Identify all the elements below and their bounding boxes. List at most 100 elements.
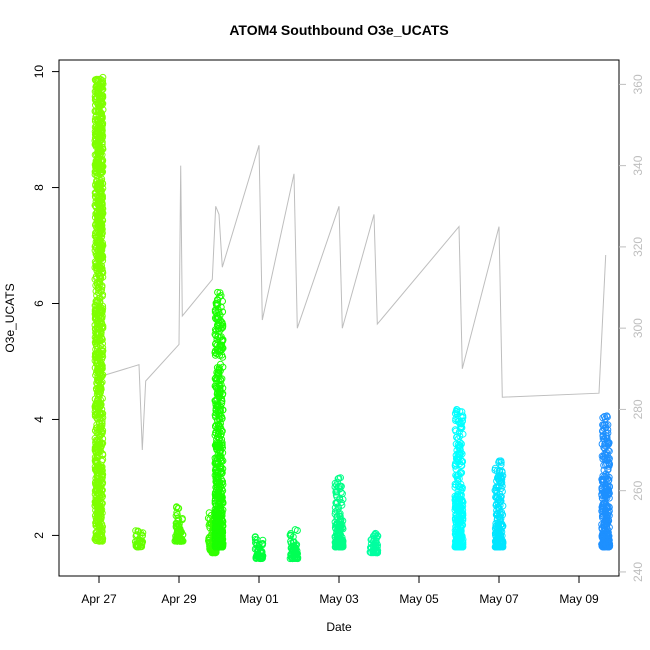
x-tick-label: May 03 — [319, 592, 359, 606]
data-point — [494, 524, 501, 532]
data-point — [92, 400, 100, 408]
data-point — [217, 424, 225, 432]
x-tick-label: May 07 — [479, 592, 519, 606]
data-point — [91, 193, 99, 201]
data-point — [98, 131, 106, 139]
data-point — [336, 482, 344, 490]
data-point — [211, 397, 219, 405]
data-point — [217, 463, 225, 471]
y-left-tick-label: 4 — [32, 416, 46, 423]
data-point — [219, 518, 227, 526]
data-point — [492, 528, 500, 536]
scatter-cluster — [491, 457, 507, 551]
data-point — [212, 340, 219, 348]
data-point — [96, 176, 104, 184]
data-point — [93, 319, 101, 327]
data-point — [294, 554, 301, 562]
data-point — [602, 470, 610, 478]
data-point — [604, 446, 612, 454]
data-point — [212, 383, 220, 391]
data-point — [331, 508, 339, 516]
data-point — [92, 297, 100, 305]
data-point — [98, 209, 106, 217]
data-point — [92, 522, 100, 530]
scatter-cluster — [286, 526, 302, 563]
data-point — [598, 475, 606, 483]
data-point — [338, 536, 345, 544]
data-point — [212, 502, 220, 510]
y-right-tick-label: 340 — [631, 155, 645, 175]
data-point — [211, 382, 219, 390]
data-point — [452, 427, 460, 435]
data-point — [290, 538, 298, 546]
data-point — [98, 372, 106, 380]
scatter-cluster — [331, 474, 347, 551]
data-point — [99, 353, 107, 361]
data-point — [96, 528, 104, 536]
data-point — [217, 457, 225, 464]
data-point — [456, 442, 464, 450]
data-point — [215, 392, 223, 400]
data-point — [605, 459, 612, 467]
data-point — [98, 101, 106, 109]
data-point — [211, 499, 219, 507]
data-point — [137, 542, 145, 550]
data-point — [212, 536, 219, 544]
y-right-tick-label: 320 — [631, 237, 645, 257]
y-right-tick-label: 240 — [631, 562, 645, 582]
data-point — [216, 289, 224, 297]
data-point — [605, 494, 613, 502]
data-point — [212, 299, 220, 307]
scatter-cluster — [598, 412, 614, 551]
data-point — [98, 440, 106, 448]
data-point — [491, 486, 499, 494]
data-point — [219, 481, 227, 488]
data-point — [92, 182, 100, 190]
data-point — [218, 415, 226, 423]
x-tick-label: May 05 — [399, 592, 439, 606]
data-point — [454, 415, 462, 423]
data-point — [457, 420, 465, 428]
data-point — [604, 531, 612, 539]
data-point — [219, 297, 226, 305]
scatter-cluster — [366, 529, 382, 557]
data-point — [94, 223, 102, 231]
data-point — [213, 507, 221, 515]
data-point — [211, 306, 219, 314]
data-point — [605, 543, 613, 551]
data-point — [605, 482, 613, 490]
data-point — [337, 516, 345, 524]
data-point — [605, 462, 613, 470]
data-point — [213, 312, 221, 320]
data-point — [603, 413, 611, 421]
x-axis-label: Date — [326, 620, 352, 634]
data-point — [455, 475, 463, 483]
data-point — [374, 532, 381, 540]
y-left-tick-label: 2 — [32, 532, 46, 539]
data-point — [97, 129, 105, 136]
data-point — [92, 325, 100, 333]
data-point — [458, 508, 466, 516]
data-point — [134, 527, 142, 535]
data-point — [493, 541, 501, 549]
data-point — [97, 208, 105, 216]
data-point — [213, 421, 220, 429]
data-point — [212, 516, 220, 524]
data-point — [337, 474, 344, 482]
data-point — [94, 380, 102, 388]
data-point — [99, 492, 106, 500]
data-point — [605, 503, 613, 511]
data-point — [452, 502, 460, 510]
data-point — [452, 540, 460, 548]
data-point — [97, 447, 105, 455]
data-point — [217, 516, 225, 523]
data-point — [97, 527, 105, 535]
data-point — [97, 181, 105, 189]
data-point — [93, 533, 100, 541]
data-point — [94, 373, 102, 381]
data-point — [604, 466, 612, 474]
y-right-tick-label: 360 — [631, 74, 645, 94]
data-point — [99, 273, 107, 281]
data-point — [219, 444, 226, 452]
data-point — [457, 523, 465, 531]
